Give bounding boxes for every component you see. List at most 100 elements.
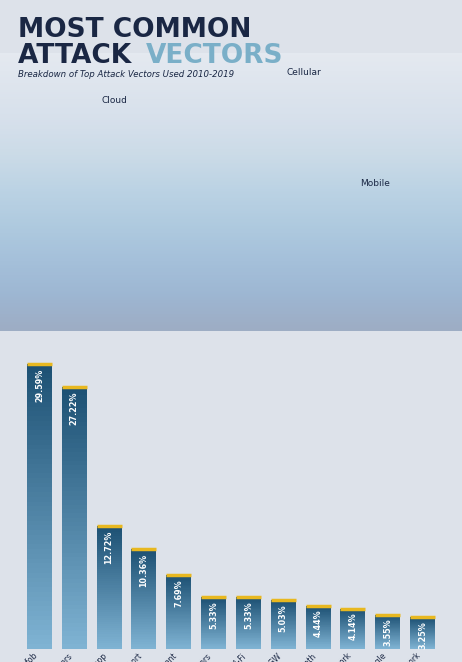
Bar (305, 617, 331, 618)
Bar (97, 645, 122, 647)
Bar (131, 587, 157, 589)
Bar (62, 469, 87, 474)
Bar (201, 604, 226, 605)
Bar (305, 638, 331, 639)
Bar (97, 553, 122, 555)
Text: Cellular: Cellular (286, 68, 321, 77)
Bar (97, 624, 122, 626)
Bar (236, 630, 261, 631)
Bar (131, 619, 157, 620)
Bar (271, 609, 296, 610)
Bar (271, 639, 296, 640)
Bar (166, 594, 191, 596)
Bar (62, 491, 87, 496)
Bar (131, 567, 157, 569)
Bar (201, 640, 226, 641)
Bar (271, 638, 296, 639)
Bar (131, 562, 157, 564)
Bar (305, 621, 331, 622)
Bar (166, 635, 191, 636)
Bar (97, 602, 122, 604)
Bar (340, 622, 365, 623)
Bar (62, 387, 87, 391)
Bar (62, 504, 87, 509)
Bar (271, 637, 296, 638)
Bar (305, 606, 331, 608)
Bar (62, 518, 87, 522)
Bar (131, 577, 157, 579)
Bar (201, 612, 226, 613)
Bar (27, 644, 52, 649)
Bar (340, 648, 365, 649)
Bar (27, 577, 52, 583)
Text: 29.59%: 29.59% (35, 369, 44, 402)
Bar (166, 622, 191, 623)
Bar (271, 611, 296, 612)
Bar (271, 614, 296, 615)
Bar (305, 609, 331, 610)
Bar (166, 576, 191, 577)
Bar (97, 647, 122, 649)
Bar (97, 614, 122, 616)
Bar (27, 459, 52, 463)
Bar (27, 445, 52, 449)
Bar (62, 522, 87, 526)
Bar (271, 607, 296, 608)
Bar (27, 544, 52, 549)
Bar (201, 598, 226, 599)
Bar (27, 449, 52, 454)
Bar (27, 525, 52, 530)
Bar (166, 593, 191, 594)
Bar (166, 618, 191, 619)
Bar (305, 631, 331, 632)
Bar (201, 634, 226, 635)
Bar (236, 629, 261, 630)
Bar (236, 641, 261, 642)
Bar (62, 500, 87, 504)
Bar (131, 612, 157, 614)
Bar (305, 639, 331, 640)
Bar (131, 634, 157, 636)
Bar (166, 610, 191, 612)
Bar (201, 619, 226, 620)
Bar (27, 583, 52, 587)
Bar (27, 563, 52, 568)
Bar (166, 623, 191, 624)
Bar (131, 607, 157, 609)
Bar (97, 608, 122, 610)
Bar (201, 607, 226, 608)
Bar (236, 635, 261, 636)
Bar (201, 597, 226, 598)
Bar (27, 492, 52, 496)
Bar (62, 640, 87, 644)
Bar (201, 638, 226, 639)
Text: 5.33%: 5.33% (209, 601, 218, 629)
Bar (131, 589, 157, 591)
Bar (97, 626, 122, 628)
Bar (236, 620, 261, 622)
Bar (271, 604, 296, 605)
Bar (236, 619, 261, 620)
Bar (236, 616, 261, 617)
Bar (131, 606, 157, 607)
Bar (131, 583, 157, 584)
Bar (305, 624, 331, 625)
Bar (62, 627, 87, 632)
Bar (62, 548, 87, 553)
Bar (201, 613, 226, 614)
Bar (236, 639, 261, 640)
Bar (27, 611, 52, 616)
Bar (27, 520, 52, 525)
Bar (305, 608, 331, 609)
Bar (62, 479, 87, 483)
Bar (201, 617, 226, 618)
Bar (27, 364, 52, 369)
Bar (271, 646, 296, 647)
Bar (97, 618, 122, 620)
Bar (97, 632, 122, 634)
Bar (340, 617, 365, 618)
Bar (340, 611, 365, 612)
Bar (340, 625, 365, 626)
Bar (166, 604, 191, 606)
Text: 27.22%: 27.22% (70, 391, 79, 425)
